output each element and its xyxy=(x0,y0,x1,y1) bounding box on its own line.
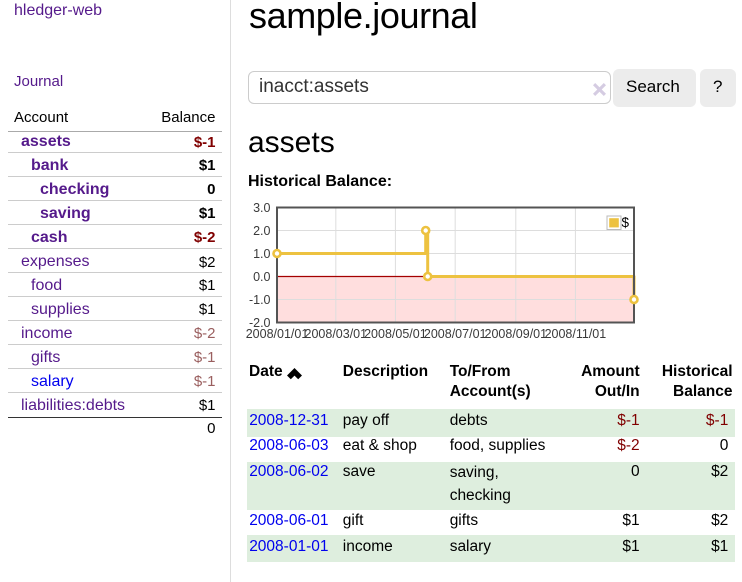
svg-text:2008/09/01: 2008/09/01 xyxy=(485,327,548,341)
svg-text:3.0: 3.0 xyxy=(253,201,270,215)
svg-text:-2.0: -2.0 xyxy=(249,316,271,330)
svg-text:2008/05/01: 2008/05/01 xyxy=(364,327,427,341)
svg-text:1.0: 1.0 xyxy=(253,247,270,261)
svg-text:-1.0: -1.0 xyxy=(249,293,271,307)
svg-text:0.0: 0.0 xyxy=(253,270,270,284)
svg-text:2008/03/01: 2008/03/01 xyxy=(305,327,368,341)
svg-text:2008/11/01: 2008/11/01 xyxy=(545,327,607,341)
svg-text:2008/07/01: 2008/07/01 xyxy=(424,327,487,341)
svg-text:2.0: 2.0 xyxy=(253,224,270,238)
svg-text:$: $ xyxy=(622,215,630,230)
svg-text:2008/01/01: 2008/01/01 xyxy=(246,327,309,341)
